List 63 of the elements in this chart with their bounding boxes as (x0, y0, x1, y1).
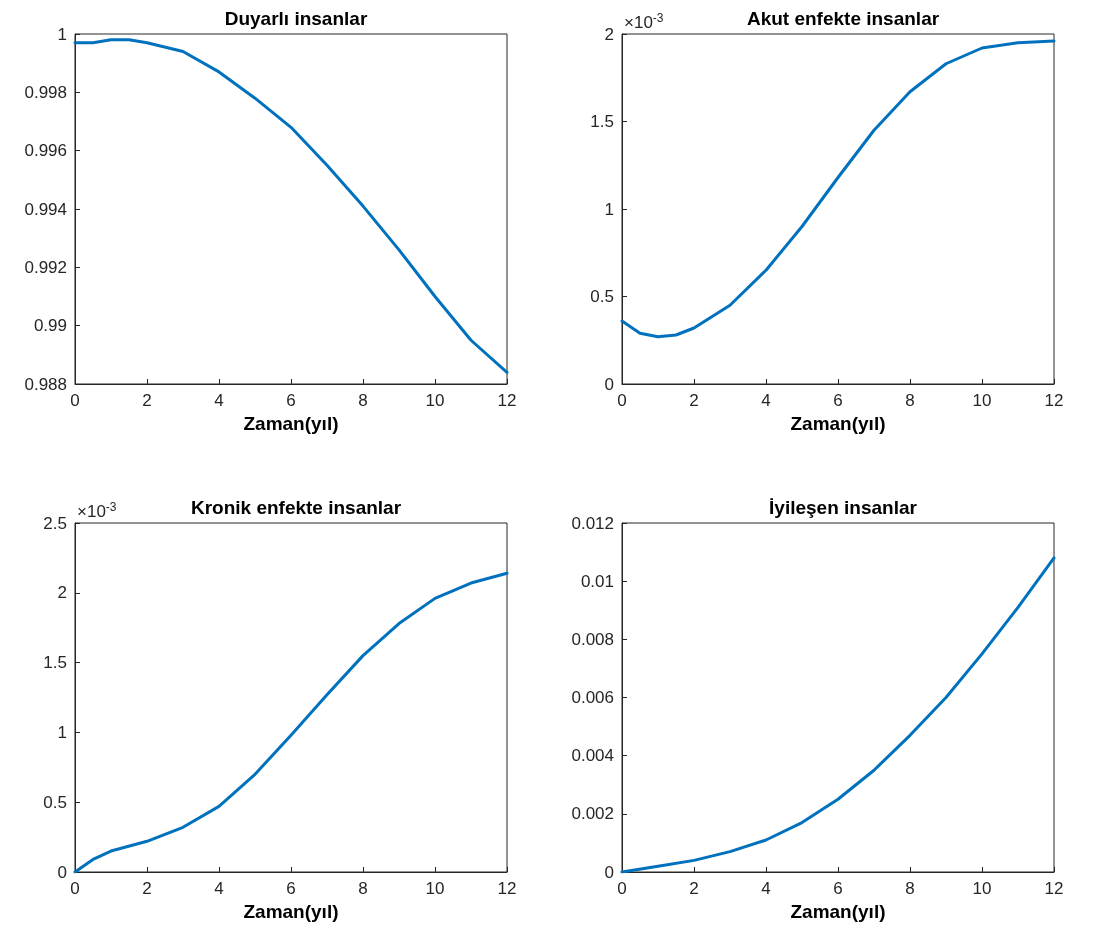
y-tick-label: 0.99 (33, 316, 67, 336)
x-tick-label: 8 (358, 879, 368, 898)
x-tick-label: 4 (214, 879, 224, 898)
y-tick-label: 2 (57, 583, 67, 603)
y-tick-label: 0 (604, 374, 614, 394)
x-tick-label: 8 (905, 391, 915, 410)
x-axis-title: Zaman(yıl) (243, 413, 339, 434)
y-tick-label: 0 (57, 862, 67, 882)
line-series (620, 39, 1056, 339)
y-tick-label: 0.002 (571, 804, 614, 824)
x-tick-label: 4 (761, 879, 771, 898)
x-tick-label: 2 (689, 879, 699, 898)
y-tick-label: 1 (57, 722, 67, 742)
x-tick-label: 12 (1044, 879, 1064, 898)
x-tick-label: 10 (972, 879, 992, 898)
x-tick-label: 2 (142, 391, 152, 410)
y-tick-label: 0.004 (571, 746, 614, 766)
x-tick-label: 0 (70, 879, 80, 898)
y-tick-label: 0.998 (24, 82, 67, 102)
x-tick-label: 10 (425, 391, 445, 410)
y-tick-label: 0.996 (24, 141, 67, 161)
x-tick-label: 0 (617, 391, 627, 410)
x-tick-label: 2 (142, 879, 152, 898)
y-tick-label: 0.5 (590, 287, 614, 306)
x-tick-label: 10 (972, 391, 992, 410)
y-tick-label: 0.992 (24, 257, 67, 277)
y-tick-label: 0.01 (580, 571, 614, 591)
x-tick-label: 12 (497, 879, 517, 898)
x-tick-label: 8 (358, 391, 368, 410)
y-tick-label: 0.006 (571, 688, 614, 707)
line-series (73, 38, 509, 374)
y-tick-label: 2.5 (43, 513, 67, 533)
x-tick-label: 6 (833, 391, 843, 410)
x-tick-label: 6 (286, 391, 296, 410)
x-axis-title: Zaman(yıl) (790, 901, 886, 922)
y-tick-label: 1 (604, 199, 614, 219)
x-tick-label: 6 (833, 879, 843, 898)
chart-title: Akut enfekte insanlar (746, 8, 940, 29)
x-tick-label: 4 (214, 391, 224, 410)
y-tick-label: 2 (604, 24, 614, 44)
x-tick-label: 6 (286, 879, 296, 898)
y-tick-label: 0.994 (24, 199, 67, 219)
chart-title: İyileşen insanlar (769, 497, 918, 518)
chart-title: Kronik enfekte insanlar (190, 497, 402, 518)
x-tick-label: 0 (70, 391, 80, 410)
chart-title: Duyarlı insanlar (224, 8, 368, 29)
x-tick-label: 0 (617, 879, 627, 898)
y-tick-label: 0.5 (43, 792, 67, 812)
x-tick-label: 2 (689, 391, 699, 410)
x-tick-label: 8 (905, 879, 915, 898)
x-tick-label: 10 (425, 879, 445, 898)
y-tick-label: 0.988 (24, 374, 67, 394)
x-axis-title: Zaman(yıl) (790, 413, 886, 434)
y-tick-label: 0 (604, 862, 614, 882)
y-tick-label: 1 (57, 24, 67, 44)
x-tick-label: 4 (761, 391, 771, 410)
y-tick-label: 0.008 (571, 629, 614, 649)
x-tick-label: 12 (1044, 391, 1064, 410)
y-tick-label: 1.5 (43, 653, 67, 673)
x-tick-label: 12 (497, 391, 517, 410)
x-axis-title: Zaman(yıl) (243, 901, 339, 922)
y-tick-label: 1.5 (590, 112, 614, 131)
y-tick-label: 0.012 (571, 513, 614, 533)
